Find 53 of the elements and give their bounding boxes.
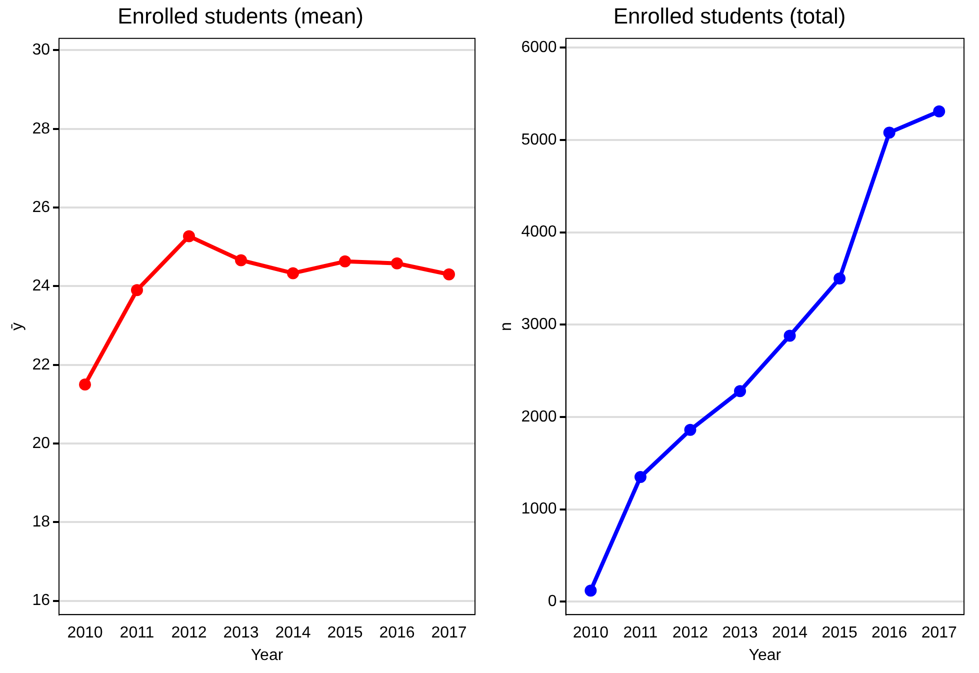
- point: [131, 284, 143, 296]
- y-tick-label: 1000: [521, 500, 557, 518]
- x-tick-label: 2016: [872, 624, 908, 642]
- y-tick-label: 16: [32, 592, 50, 610]
- x-axis-title: Year: [748, 646, 782, 664]
- x-tick-label: 2010: [572, 624, 609, 642]
- point: [287, 267, 299, 280]
- point: [443, 268, 455, 280]
- x-tick-label: 2013: [722, 624, 758, 642]
- x-tick-label: 2011: [623, 624, 658, 642]
- point: [734, 385, 746, 398]
- point: [584, 584, 597, 597]
- y-tick-label: 4000: [521, 224, 557, 241]
- y-tick-label: 18: [32, 514, 50, 531]
- y-tick-label: 28: [32, 120, 50, 138]
- point: [634, 471, 646, 484]
- y-tick-label: 6000: [521, 39, 557, 56]
- y-axis-title: ȳ: [9, 322, 26, 330]
- y-tick-label: 20: [32, 434, 50, 452]
- y-axis-title: n: [498, 322, 516, 331]
- y-tick-label: 3000: [521, 316, 557, 334]
- point: [784, 330, 796, 342]
- x-tick-label: 2014: [275, 624, 311, 642]
- chart-title: Enrolled students (mean): [118, 3, 364, 28]
- x-tick-label: 2017: [921, 624, 958, 642]
- point: [883, 126, 896, 139]
- point: [834, 272, 846, 284]
- point: [391, 257, 403, 270]
- x-tick-label: 2010: [67, 624, 103, 642]
- y-tick-label: 22: [32, 356, 50, 374]
- x-tick-label: 2015: [822, 624, 858, 642]
- x-tick-label: 2014: [772, 624, 808, 642]
- x-tick-label: 2016: [379, 624, 415, 642]
- y-tick-label: 26: [32, 198, 50, 216]
- point: [933, 105, 946, 118]
- x-tick-label: 2011: [120, 624, 154, 642]
- y-tick-label: 5000: [521, 131, 557, 148]
- x-axis-title: Year: [250, 646, 284, 664]
- point: [235, 254, 247, 266]
- point: [684, 424, 696, 436]
- y-tick-label: 30: [32, 42, 50, 59]
- point: [339, 255, 351, 268]
- x-tick-label: 2012: [672, 624, 708, 642]
- x-tick-label: 2015: [327, 624, 363, 642]
- y-tick-label: 0: [548, 593, 557, 610]
- y-tick-label: 2000: [521, 408, 557, 426]
- chart-title: Enrolled students (total): [613, 3, 846, 28]
- x-tick-label: 2017: [431, 624, 467, 642]
- x-tick-label: 2012: [171, 624, 207, 642]
- point: [183, 230, 195, 242]
- y-tick-label: 24: [32, 278, 50, 295]
- x-tick-label: 2013: [223, 624, 259, 642]
- point: [78, 378, 91, 391]
